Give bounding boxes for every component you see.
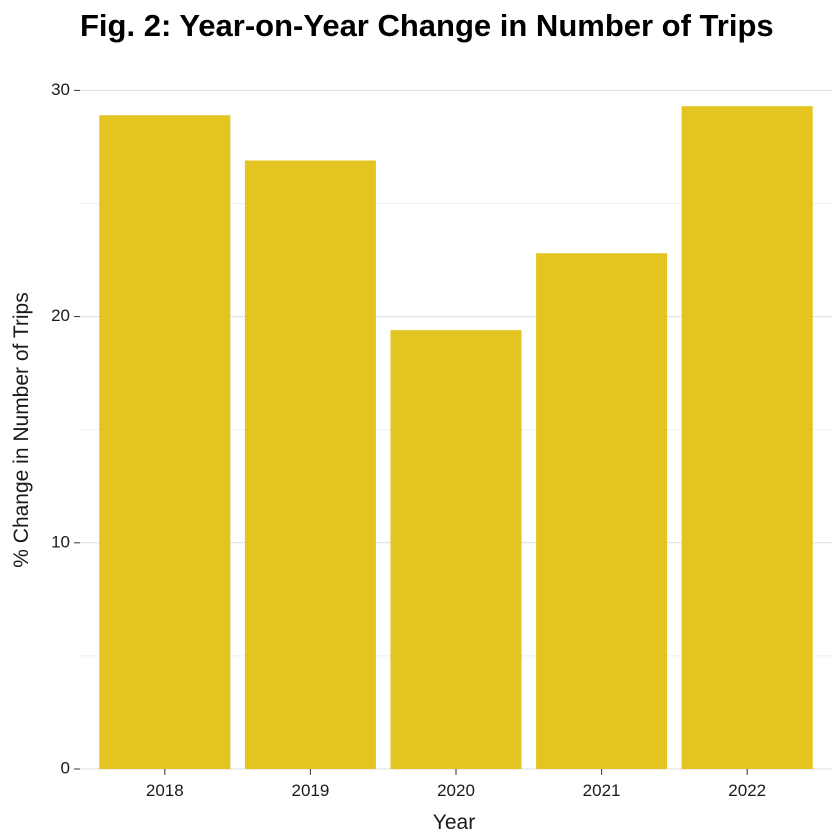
y-axis-title: % Change in Number of Trips <box>10 292 33 567</box>
x-tick-label: 2021 <box>583 781 621 800</box>
x-tick-label: 2019 <box>291 781 329 800</box>
y-tick-label: 30 <box>51 80 70 99</box>
x-tick-label: 2020 <box>437 781 475 800</box>
bar-2018 <box>99 115 231 769</box>
bar-2021 <box>536 253 668 769</box>
y-tick-label: 0 <box>61 758 70 777</box>
x-tick-label: 2022 <box>728 781 766 800</box>
bar-2020 <box>390 330 522 769</box>
y-tick-label: 10 <box>51 532 70 551</box>
y-axis-ticks: 0 10 20 30 <box>51 80 80 777</box>
chart-title: Fig. 2: Year-on-Year Change in Number of… <box>80 8 774 43</box>
x-tick-label: 2018 <box>146 781 184 800</box>
bars <box>99 106 813 770</box>
y-tick-label: 20 <box>51 306 70 325</box>
bar-2022 <box>681 106 813 770</box>
x-axis-title: Year <box>433 811 475 834</box>
x-axis-ticks: 2018 2019 2020 2021 2022 <box>146 769 766 800</box>
bar-2019 <box>244 160 376 769</box>
